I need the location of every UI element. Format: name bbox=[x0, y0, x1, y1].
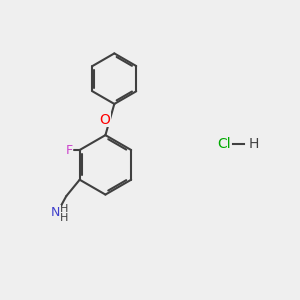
Text: H: H bbox=[60, 204, 68, 214]
Text: H: H bbox=[60, 213, 68, 224]
Text: Cl: Cl bbox=[218, 137, 231, 151]
Text: F: F bbox=[66, 143, 73, 157]
Text: H: H bbox=[249, 137, 259, 151]
Text: O: O bbox=[99, 112, 110, 127]
Text: N: N bbox=[51, 206, 61, 219]
